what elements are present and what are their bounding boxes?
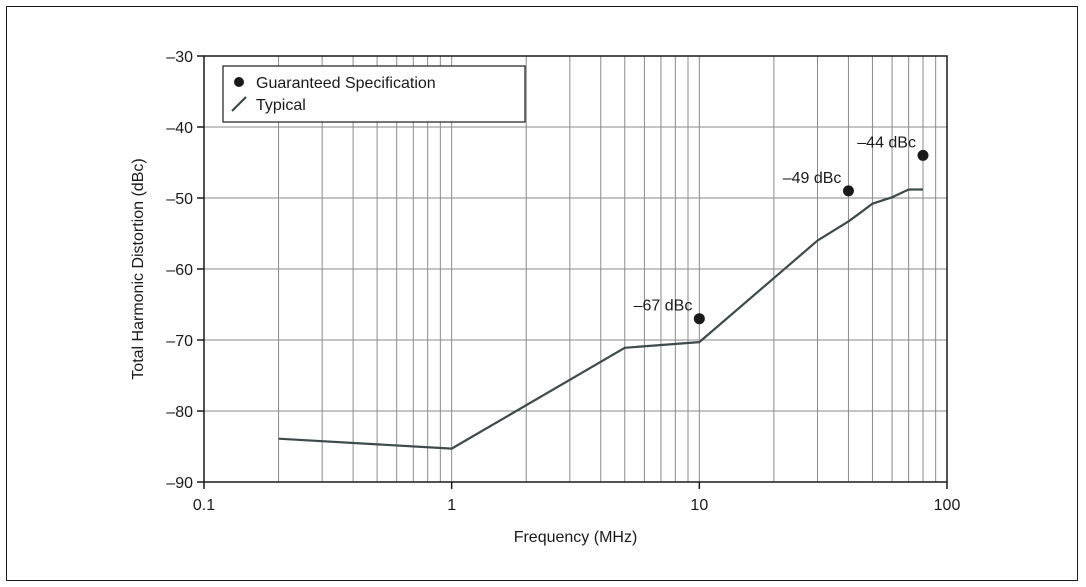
legend-marker-dot: [234, 77, 244, 87]
typical-series: [278, 188, 923, 450]
x-tick-label: 10: [690, 497, 708, 514]
legend-box: [222, 65, 526, 123]
x-tick-label: 1: [447, 497, 456, 514]
y-tick-label: –60: [166, 262, 193, 279]
y-tick-label: –70: [166, 333, 193, 350]
legend-label: Guaranteed Specification: [256, 75, 436, 92]
data-label: –67 dBc: [634, 298, 693, 315]
y-axis-title: Total Harmonic Distortion (dBc): [130, 158, 147, 379]
figure-frame: [6, 6, 1078, 581]
y-tick-label: –40: [166, 120, 193, 137]
data-label: –44 dBc: [857, 134, 916, 151]
x-tick-label: 100: [934, 497, 961, 514]
legend-marker-line: [231, 96, 247, 112]
y-tick-label: –30: [166, 49, 193, 66]
y-tick-label: –90: [166, 475, 193, 492]
guaranteed-series: –67 dBc –49 dBc –44 dBc: [634, 134, 929, 325]
x-tick-label: 0.1: [193, 497, 215, 514]
data-label: –49 dBc: [783, 170, 842, 187]
grid: [204, 56, 947, 482]
guaranteed-spec-point: [693, 313, 705, 325]
legend: Guaranteed Specification Typical: [222, 65, 526, 123]
tick-labels: –30 –40 –50 –60 –70 –80 –900.1 1 10 100: [166, 49, 960, 514]
x-axis-title: Frequency (MHz): [514, 529, 638, 546]
guaranteed-spec-point: [842, 185, 854, 197]
legend-label: Typical: [256, 97, 306, 114]
guaranteed-spec-point: [917, 149, 929, 161]
y-tick-label: –80: [166, 404, 193, 421]
typical-line: [278, 188, 923, 450]
y-tick-label: –50: [166, 191, 193, 208]
